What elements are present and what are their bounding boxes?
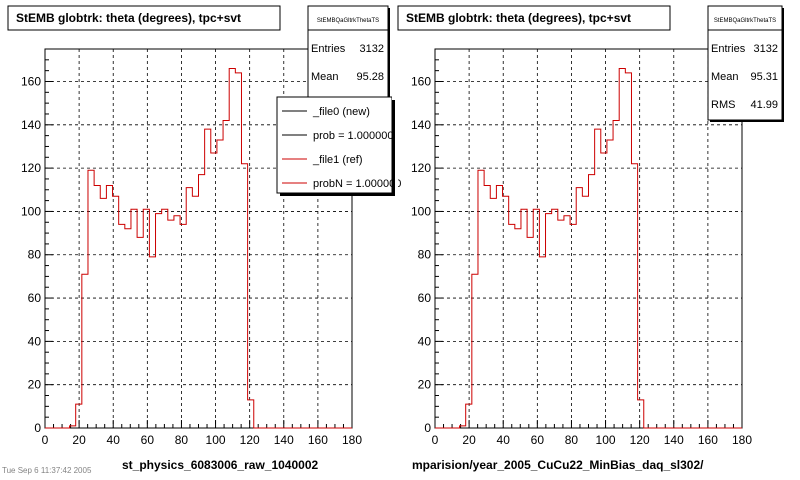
footer-stamp: Tue Sep 6 11:37:42 2005 xyxy=(2,466,92,475)
y-tick-label: 40 xyxy=(418,334,432,348)
y-tick-label: 160 xyxy=(21,74,41,88)
x-tick-label: 80 xyxy=(175,433,189,447)
plot-frame xyxy=(434,48,743,429)
x-tick-label: 100 xyxy=(206,433,226,447)
y-tick-label: 20 xyxy=(418,378,432,392)
x-tick-label: 100 xyxy=(596,433,616,447)
x-tick-label: 20 xyxy=(462,433,476,447)
y-tick-label: 80 xyxy=(418,248,432,262)
x-tick-label: 0 xyxy=(42,433,49,447)
x-tick-label: 60 xyxy=(531,433,545,447)
legend-label: _file0 (new) xyxy=(312,106,370,118)
legend-label: probN = 1.000000 xyxy=(313,178,401,190)
x-axis-label-right: mparision/year_2005_CuCu22_MinBias_daq_s… xyxy=(412,458,704,472)
y-tick-label: 60 xyxy=(418,291,432,305)
stats-value: 3132 xyxy=(754,43,778,55)
y-tick-label: 120 xyxy=(411,161,431,175)
legend-shadow-right xyxy=(392,100,395,196)
histogram-series-ref xyxy=(435,67,742,429)
y-tick-label: 40 xyxy=(28,334,42,348)
y-tick-label: 100 xyxy=(21,204,41,218)
stats-value: 41.99 xyxy=(750,99,778,111)
x-tick-label: 180 xyxy=(342,433,362,447)
y-tick-label: 0 xyxy=(34,421,41,435)
x-tick-label: 20 xyxy=(72,433,86,447)
stats-label: RMS xyxy=(711,99,735,111)
x-tick-label: 40 xyxy=(107,433,121,447)
x-axis-label-left: st_physics_6083006_raw_1040002 xyxy=(122,458,319,472)
y-tick-label: 100 xyxy=(411,204,431,218)
y-tick-label: 140 xyxy=(21,118,41,132)
title-box xyxy=(397,5,671,31)
y-tick-label: 140 xyxy=(411,118,431,132)
x-tick-label: 140 xyxy=(274,433,294,447)
x-tick-label: 160 xyxy=(308,433,328,447)
chart-title: StEMB globtrk: theta (degrees), tpc+svt xyxy=(16,11,241,25)
y-tick-label: 80 xyxy=(28,248,42,262)
stats-value: 95.31 xyxy=(750,71,778,83)
x-tick-label: 60 xyxy=(141,433,155,447)
title-box xyxy=(7,5,281,31)
y-tick-label: 60 xyxy=(28,291,42,305)
x-tick-label: 80 xyxy=(565,433,579,447)
y-tick-label: 20 xyxy=(28,378,42,392)
y-tick-label: 0 xyxy=(424,421,431,435)
stats-name: StEMBQaGltrkThetaTS xyxy=(714,18,776,24)
legend-box xyxy=(276,96,393,194)
stats-label: Entries xyxy=(711,43,746,55)
x-tick-label: 120 xyxy=(240,433,260,447)
x-tick-label: 40 xyxy=(497,433,511,447)
stats-label: Entries xyxy=(311,43,346,55)
stats-label: Mean xyxy=(311,71,339,83)
stats-box xyxy=(707,5,783,121)
histogram-series-ref xyxy=(45,67,352,429)
y-tick-label: 120 xyxy=(21,161,41,175)
x-tick-label: 160 xyxy=(698,433,718,447)
legend-label: prob = 1.000000 xyxy=(313,130,393,142)
stats-value: 3132 xyxy=(360,43,384,55)
stats-label: Mean xyxy=(711,71,739,83)
chart-title: StEMB globtrk: theta (degrees), tpc+svt xyxy=(406,11,631,25)
x-tick-label: 140 xyxy=(664,433,684,447)
x-tick-label: 180 xyxy=(732,433,752,447)
legend-label: _file1 (ref) xyxy=(312,154,363,166)
stats-name: StEMBQaGltrkThetaTS xyxy=(317,18,379,24)
y-tick-label: 160 xyxy=(411,74,431,88)
stats-value: 95.28 xyxy=(356,71,384,83)
x-tick-label: 120 xyxy=(630,433,650,447)
x-tick-label: 0 xyxy=(432,433,439,447)
